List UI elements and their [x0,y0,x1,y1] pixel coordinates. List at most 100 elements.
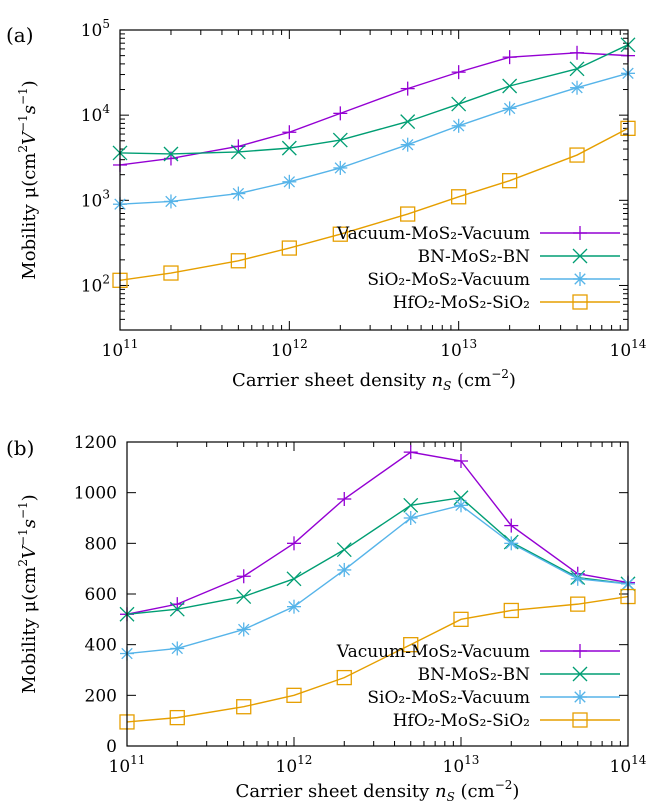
data-point [501,173,518,189]
data-point [454,498,468,513]
data-point [332,226,348,242]
data-point [236,622,251,637]
legend-label: SiO₂-MoS₂-Vacuum [367,270,530,290]
y-tick-label: 1200 [74,433,117,453]
data-point [502,50,517,65]
x-tick-label: 1011 [102,337,139,361]
data-point [573,272,587,286]
x-tick-label: 1013 [443,753,480,777]
y-tick-label: 103 [81,187,110,211]
data-point [236,589,252,604]
data-point [570,45,585,60]
data-point [163,146,179,162]
data-point [400,81,415,96]
data-point [163,265,179,281]
plot-frame [119,29,629,331]
panel-label: (b) [6,436,34,460]
data-point [453,611,469,627]
data-point [504,518,519,533]
legend-item: Vacuum-MoS₂-Vacuum [336,224,620,244]
series-line [119,127,629,281]
x-tick-label: 1011 [109,753,146,777]
data-point [282,174,297,189]
x-axis-label: Carrier sheet density nS (cm−2) [236,778,520,804]
data-point [163,194,178,209]
series-line [119,72,629,205]
y-axis-label: Mobility μ(cm2V−1s−1) [16,80,40,279]
y-tick-label: 1000 [74,484,117,504]
data-point [336,542,352,558]
data-point [451,118,466,133]
data-point [170,641,185,656]
data-point [570,80,585,95]
data-point [502,78,518,94]
data-point [169,601,185,617]
series-line [126,504,629,655]
legend-item: SiO₂-MoS₂-Vacuum [367,270,620,290]
data-point [569,61,585,77]
x-tick-label: 1014 [610,337,647,361]
series-2 [113,66,635,212]
data-point [287,599,301,614]
series-3 [119,588,636,730]
data-point [333,160,348,175]
x-tick-label: 1013 [440,337,477,361]
data-point [503,602,519,619]
data-point [287,536,301,551]
data-point [286,687,302,703]
data-point [573,690,587,704]
y-tick-label: 200 [85,686,117,706]
x-tick-label: 1012 [276,753,313,777]
series-1 [112,37,636,162]
data-point [572,294,588,310]
data-point [570,571,585,586]
x-tick-label: 1012 [271,337,308,361]
data-point [454,454,468,468]
data-point [169,709,185,726]
data-point [502,101,517,116]
data-point [236,569,251,584]
data-point [573,644,587,658]
data-point [281,140,297,156]
data-point [281,240,297,256]
plot-area [112,37,636,288]
legend-item: Vacuum-MoS₂-Vacuum [336,642,620,662]
chart-panel-a: 1011 1012 1013 1014 102 103 104 105 Vacuum-MoS₂-… [6,17,647,393]
legend-label: HfO₂-MoS₂-SiO₂ [393,711,530,731]
data-point [572,666,588,682]
tick-marks [119,30,628,331]
y-tick-label: 104 [81,102,111,126]
y-tick-label: 102 [81,272,110,296]
data-point [286,571,302,587]
data-point [504,536,519,551]
legend-item: HfO₂-MoS₂-SiO₂ [393,711,620,731]
data-point [403,497,419,513]
legend: Vacuum-MoS₂-Vacuum BN-MoS₂-BN SiO₂-MoS₂-Va… [336,642,620,731]
legend-label: Vacuum-MoS₂-Vacuum [336,642,530,662]
data-point [282,125,297,140]
x-axis-label: Carrier sheet density nS (cm−2) [232,367,516,393]
data-point [230,144,246,160]
data-point [572,248,588,264]
data-point [333,106,348,121]
series-line [119,44,629,155]
data-point [336,669,352,686]
legend-item: SiO₂-MoS₂-Vacuum [367,688,620,708]
data-point [453,490,469,506]
data-point [400,114,416,130]
plot-area [119,445,636,730]
y-tick-label: 0 [106,737,117,757]
data-point [573,226,587,240]
legend-label: BN-MoS₂-BN [418,247,530,267]
legend-item: HfO₂-MoS₂-SiO₂ [393,293,620,313]
series-0 [120,445,635,622]
legend-label: HfO₂-MoS₂-SiO₂ [393,293,530,313]
data-point [230,253,247,269]
series-line [126,595,629,723]
legend-item: BN-MoS₂-BN [418,665,620,685]
y-tick-label: 600 [85,585,117,605]
series-1 [119,490,636,622]
series-2 [120,498,635,661]
y-tick-label: 400 [85,636,117,656]
